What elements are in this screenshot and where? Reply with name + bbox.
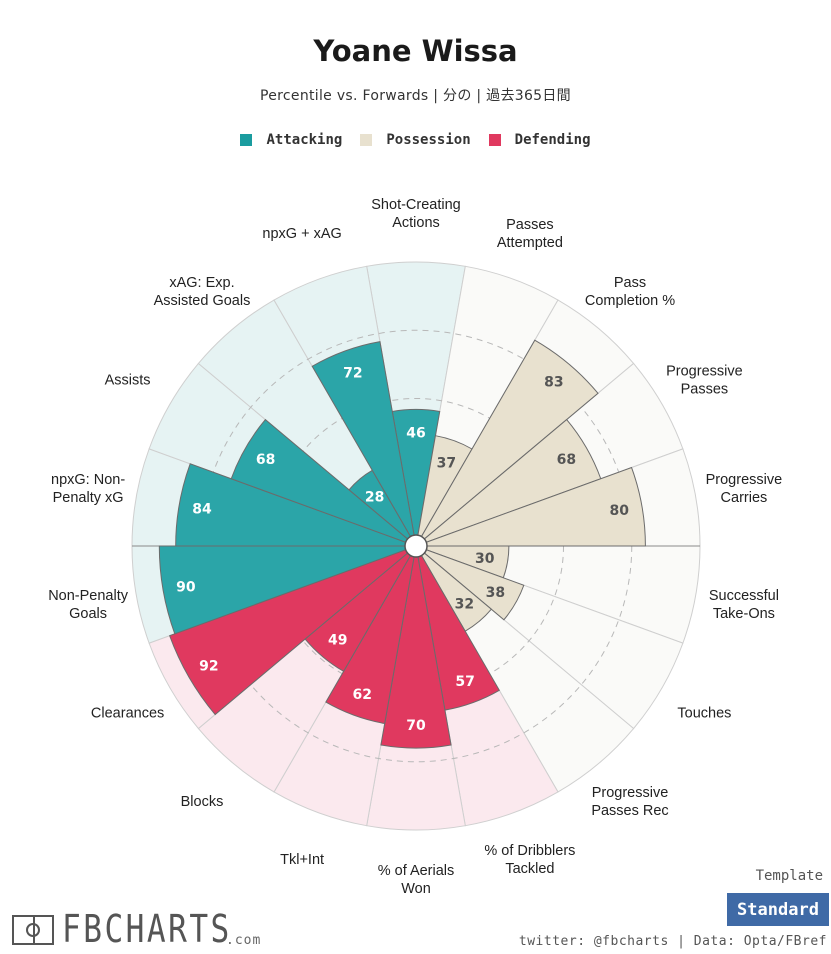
value-label: 62 (352, 687, 371, 703)
radar-bars (158, 339, 646, 749)
radar-value-labels: 46 37 83 68 80 30 38 32 57 70 62 49 92 90 84 68 28 72 (176, 366, 629, 734)
value-label: 37 (437, 455, 456, 471)
category-label: Tkl+Int (280, 852, 324, 868)
category-label: % of Dribblers Tackled (484, 843, 575, 877)
value-label: 32 (455, 597, 474, 613)
value-label: 72 (343, 366, 362, 382)
chart-title: Yoane Wissa (313, 34, 518, 68)
category-label: Touches (677, 706, 731, 722)
template-label: Template (755, 868, 823, 884)
category-label: xAG: Exp. Assisted Goals (154, 275, 251, 309)
legend-item-defending: Defending (488, 132, 591, 148)
legend-item-possession: Possession (360, 132, 471, 148)
center-circle (404, 534, 428, 558)
category-label: Pass Completion % (585, 275, 675, 309)
value-label: 57 (455, 674, 474, 690)
value-label: 28 (365, 490, 384, 506)
legend-item-attacking: Attacking (240, 132, 342, 148)
category-label: Progressive Passes (666, 364, 743, 398)
value-label: 38 (486, 585, 505, 601)
legend-swatch-defending (488, 134, 501, 146)
legend-swatch-possession (360, 134, 373, 146)
pitch-icon (12, 915, 54, 945)
legend-swatch-attacking (240, 134, 253, 146)
value-label: 83 (544, 375, 563, 391)
fbcharts-logo: FBCHARTS (12, 905, 269, 949)
value-label: 46 (406, 425, 425, 441)
value-label: 30 (475, 551, 495, 567)
legend-label-possession: Possession (386, 132, 471, 148)
category-label: Clearances (91, 706, 164, 722)
category-label: Passes Attempted (497, 217, 563, 251)
category-label: Assists (105, 373, 151, 389)
radar-category-labels: Shot-Creating Actions Passes Attempted Pass C… (48, 197, 782, 897)
category-label: Progressive Carries (706, 472, 783, 506)
category-label: Successful Take-Ons (709, 588, 779, 622)
legend: Attacking Possession Defending (0, 132, 831, 148)
legend-label-attacking: Attacking (266, 132, 343, 148)
category-label: Non-Penalty Goals (48, 588, 129, 622)
value-label: 92 (199, 659, 218, 675)
value-label: 80 (610, 503, 630, 519)
category-label: % of Aerials Won (378, 863, 455, 897)
legend-label-defending: Defending (514, 132, 591, 148)
logo-text: FBCHARTS (62, 907, 232, 951)
chart-subtitle: Percentile vs. Forwards | 分の | 過去365日間 (260, 88, 571, 104)
category-label: npxG: Non-Penalty xG (51, 472, 125, 506)
value-label: 68 (256, 452, 275, 468)
value-label: 84 (192, 501, 212, 517)
category-label: Progressive Passes Rec (591, 785, 668, 819)
value-label: 49 (328, 632, 347, 648)
logo-suffix: .com (226, 933, 262, 948)
credits: twitter: @fbcharts | Data: Opta/FBref (518, 934, 827, 949)
category-label: Shot-Creating Actions (371, 197, 460, 231)
category-label: Blocks (181, 794, 224, 810)
value-label: 70 (406, 718, 426, 734)
category-label: npxG + xAG (262, 226, 341, 242)
value-label: 68 (557, 452, 576, 468)
template-button[interactable]: Standard (727, 893, 829, 926)
value-label: 90 (176, 580, 196, 596)
